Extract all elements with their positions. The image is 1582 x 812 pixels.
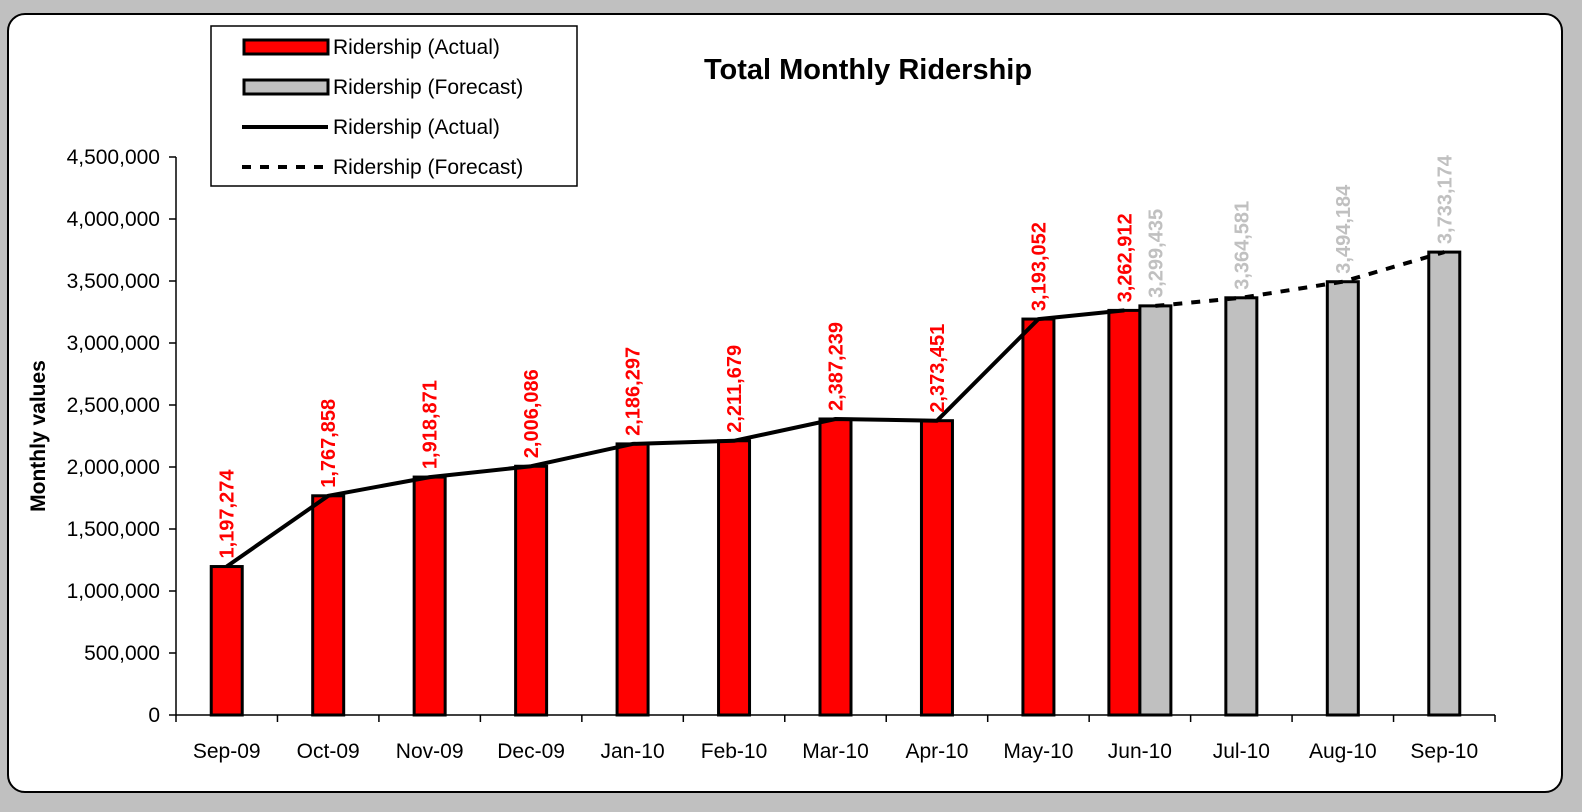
data-label-actual: 2,373,451 <box>927 324 949 413</box>
data-label-actual: 1,197,274 <box>217 469 239 559</box>
bar-actual <box>717 439 752 717</box>
x-tick-label: Sep-09 <box>193 740 261 763</box>
y-tick-label: 1,000,000 <box>67 580 160 603</box>
data-label-actual: 3,262,912 <box>1114 213 1136 302</box>
bar-forecast <box>1224 296 1259 717</box>
bar-actual <box>919 419 954 717</box>
data-label-actual: 2,006,086 <box>521 369 543 458</box>
legend-label: Ridership (Actual) <box>333 116 500 139</box>
data-label-actual: 2,387,239 <box>826 322 848 411</box>
x-tick-label: Jul-10 <box>1213 740 1270 763</box>
data-label-actual: 1,918,871 <box>420 380 442 469</box>
forecast-line <box>1155 250 1445 308</box>
x-tick-label: Sep-10 <box>1410 740 1478 763</box>
data-label-forecast: 3,364,581 <box>1231 201 1253 290</box>
x-tick-label: May-10 <box>1003 740 1073 763</box>
legend-swatch <box>242 78 330 96</box>
plot-area: 0 500,000 1,000,000 1,500,000 2,000,000 2,500… <box>67 146 1496 763</box>
x-tick-label: Jun-10 <box>1108 740 1172 763</box>
x-tick-label: Aug-10 <box>1309 740 1377 763</box>
y-tick-label: 4,500,000 <box>67 146 160 169</box>
y-tick-label: 3,000,000 <box>67 332 160 355</box>
y-tick-label: 3,500,000 <box>67 270 160 293</box>
data-label-forecast: 3,733,174 <box>1434 154 1456 244</box>
x-tick-label: Jan-10 <box>600 740 664 763</box>
bar-forecast <box>1427 250 1462 717</box>
x-tick-label: Nov-09 <box>396 740 464 763</box>
bar-actual <box>209 565 244 717</box>
chart-title: Total Monthly Ridership <box>704 54 1032 86</box>
actual-line <box>225 308 1125 569</box>
bar-actual <box>412 475 447 717</box>
bar-actual <box>1107 308 1142 717</box>
data-label-actual: 2,211,679 <box>724 345 746 433</box>
bar-actual <box>311 494 346 717</box>
bar-forecast <box>1325 280 1360 717</box>
x-tick-label: Apr-10 <box>905 740 968 763</box>
bar-actual <box>615 442 650 717</box>
data-label-actual: 1,767,858 <box>318 399 340 488</box>
x-tick-label: Feb-10 <box>701 740 768 763</box>
x-tick-label: Oct-09 <box>297 740 360 763</box>
legend-label: Ridership (Forecast) <box>333 76 523 99</box>
legend-label: Ridership (Actual) <box>333 36 500 59</box>
bar-forecast <box>1138 304 1173 717</box>
bar-actual <box>514 464 549 717</box>
legend-swatch <box>242 38 330 56</box>
y-tick-label: 2,000,000 <box>67 456 160 479</box>
y-tick-label: 2,500,000 <box>67 394 160 417</box>
x-tick-label: Mar-10 <box>802 740 869 763</box>
x-tick-label: Dec-09 <box>497 740 565 763</box>
y-tick-label: 0 <box>148 704 160 727</box>
y-axis-label: Monthly values <box>27 360 50 512</box>
y-tick-label: 1,500,000 <box>67 518 160 541</box>
data-label-forecast: 3,299,435 <box>1145 209 1167 298</box>
legend: Ridership (Actual) Ridership (Forecast) Ri… <box>210 25 578 187</box>
y-tick-label: 500,000 <box>84 642 160 665</box>
bar-actual <box>1021 317 1056 717</box>
y-tick-label: 4,000,000 <box>67 208 160 231</box>
data-label-actual: 2,186,297 <box>623 347 645 436</box>
legend-label: Ridership (Forecast) <box>333 156 523 179</box>
data-label-actual: 3,193,052 <box>1028 222 1050 311</box>
data-label-forecast: 3,494,184 <box>1333 184 1355 274</box>
bar-actual <box>818 417 853 717</box>
